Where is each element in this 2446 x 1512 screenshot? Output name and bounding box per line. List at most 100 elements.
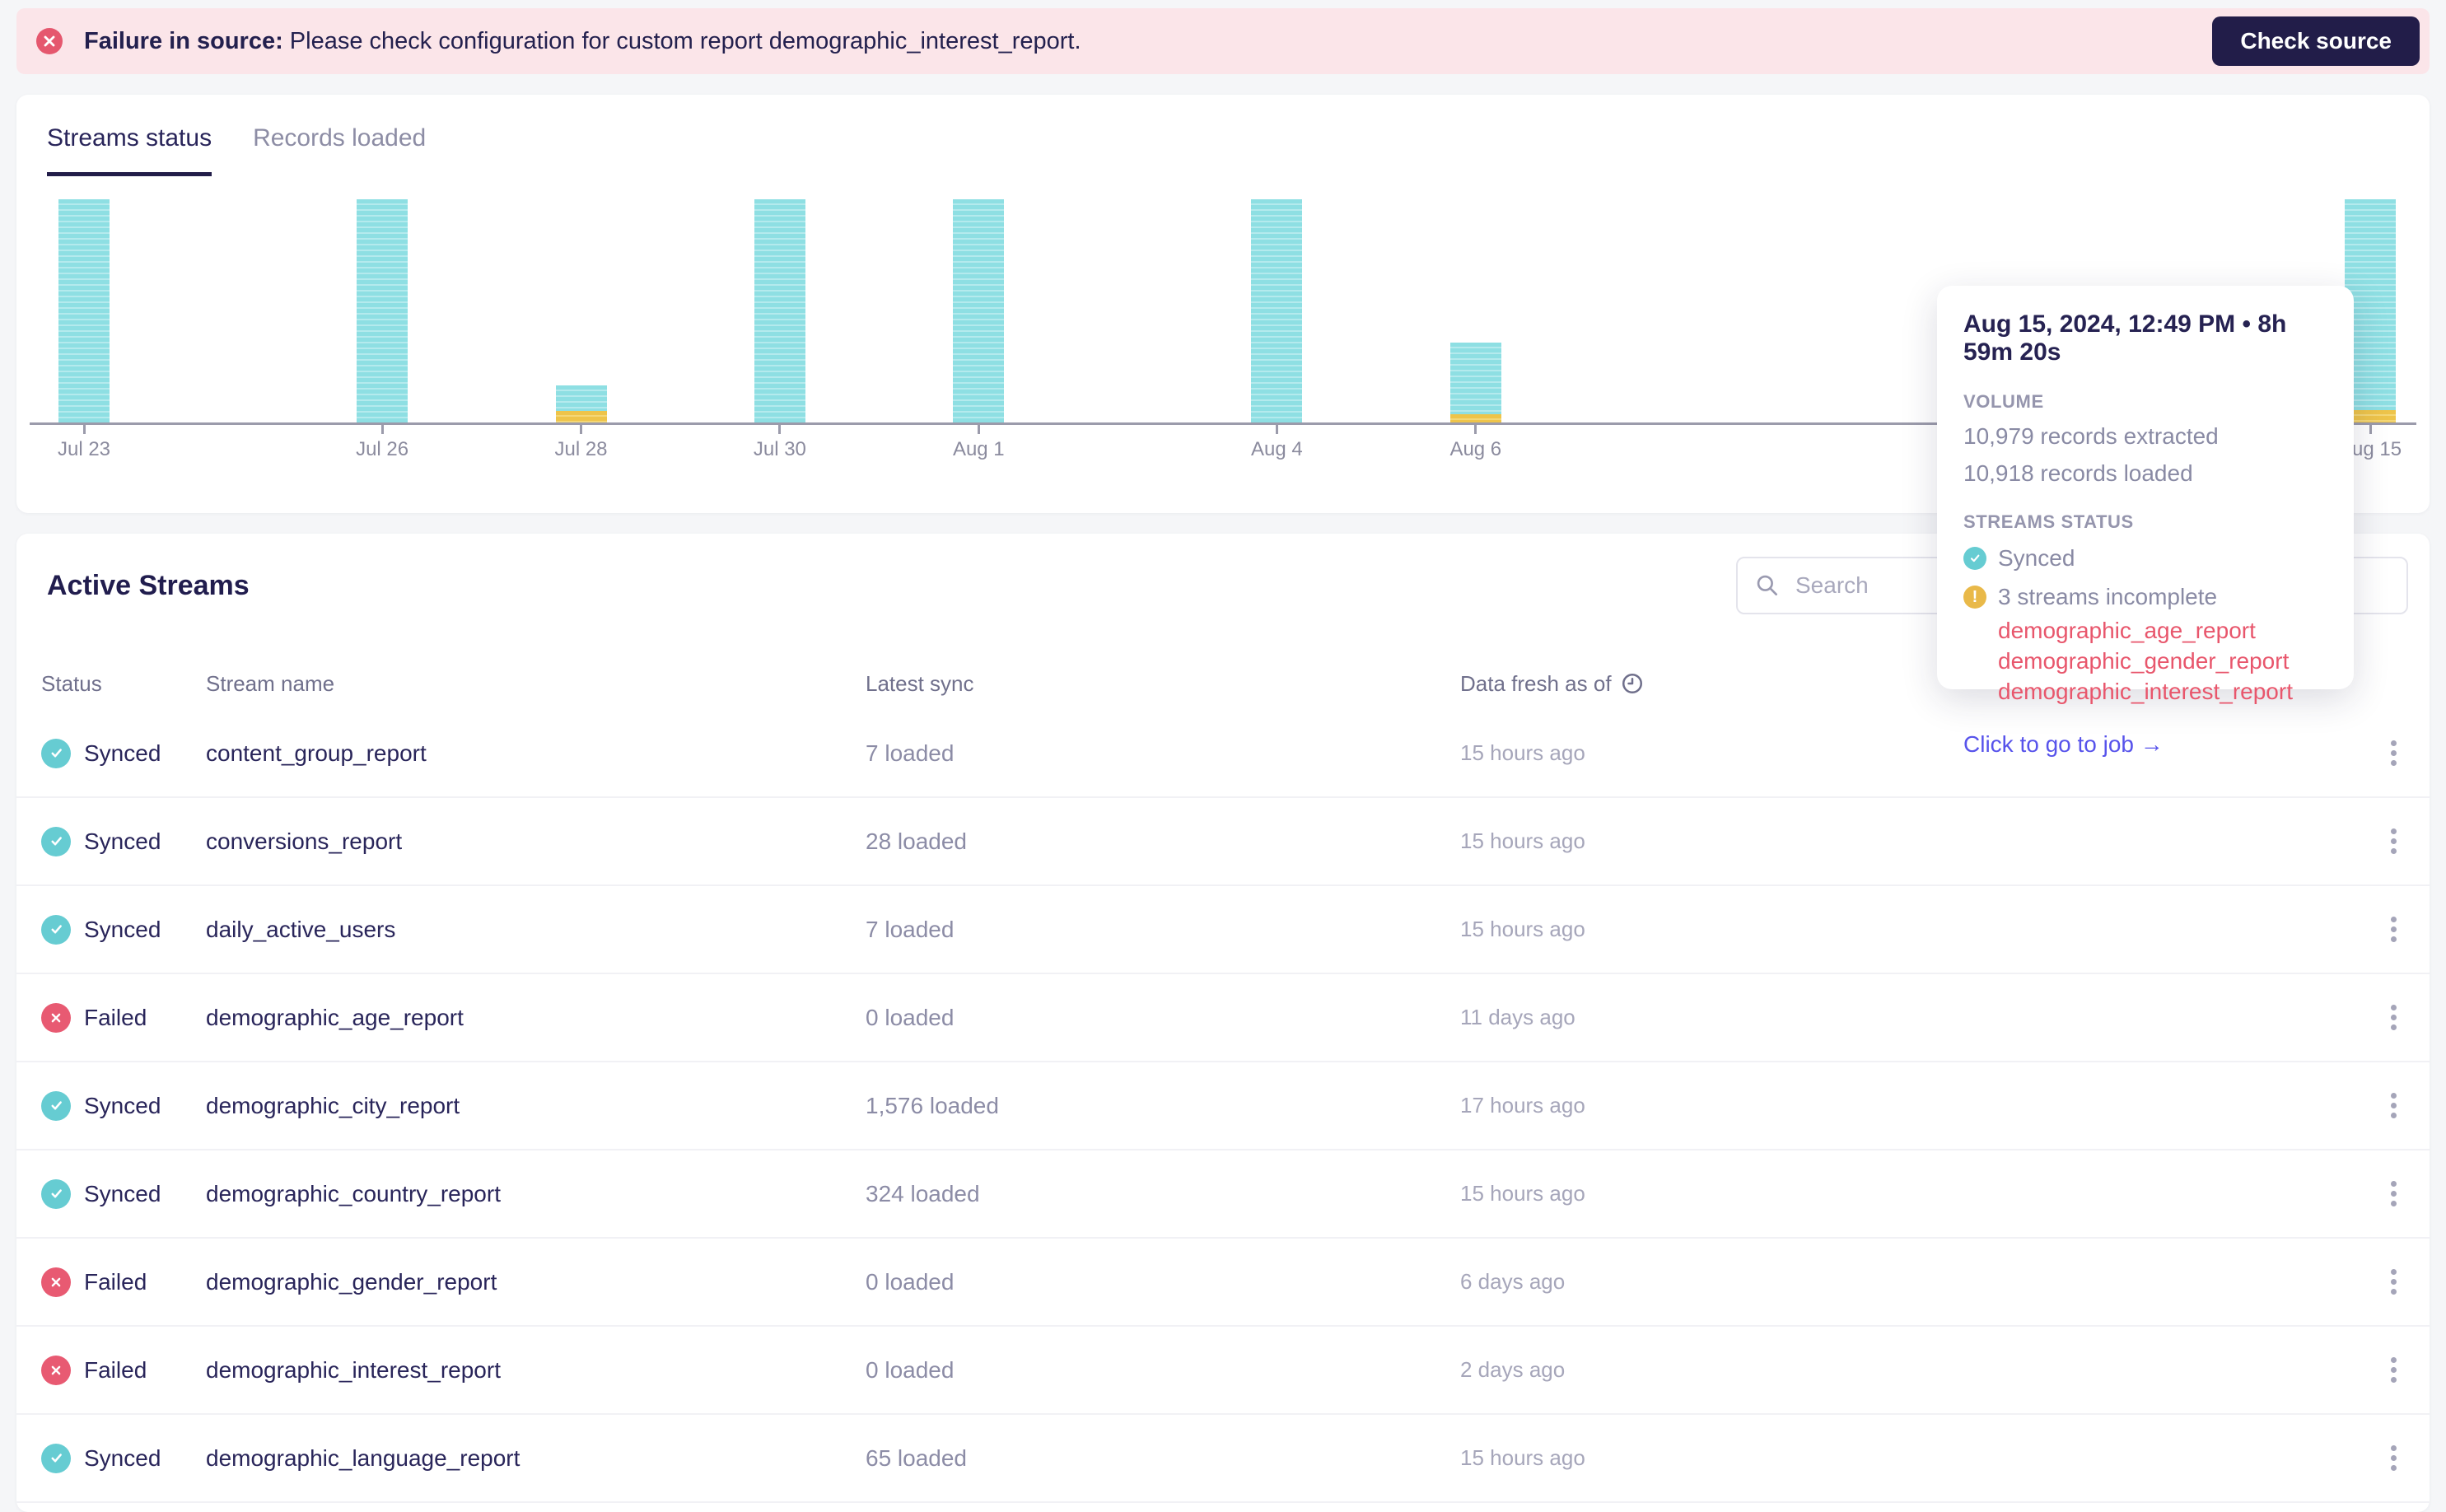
row-menu-button[interactable] [2383, 732, 2405, 774]
stream-name: demographic_language_report [206, 1444, 520, 1471]
latest-sync-value: 65 loaded [866, 1444, 968, 1471]
axis-label-jul-28: Jul 28 [554, 438, 608, 460]
status-label: Synced [84, 1180, 161, 1206]
bar-synced-segment [555, 385, 607, 411]
tooltip-incomplete-label: 3 streams incomplete [1998, 584, 2218, 609]
chart-bar-aug-4[interactable] [1251, 199, 1303, 422]
status-cell: Synced [41, 738, 206, 768]
row-menu-button[interactable] [2383, 1349, 2405, 1391]
failed-x-icon [41, 1002, 71, 1033]
latest-sync-value: 0 loaded [866, 1356, 955, 1383]
banner-message-bold: Failure in source: [84, 27, 283, 54]
row-menu-button[interactable] [2383, 820, 2405, 862]
stream-name: demographic_country_report [206, 1180, 501, 1206]
latest-sync-value: 324 loaded [866, 1180, 980, 1206]
row-menu-button[interactable] [2383, 1261, 2405, 1303]
data-fresh-value: 15 hours ago [1460, 1181, 1585, 1206]
chart-bar-jul-26[interactable] [357, 199, 408, 422]
row-menu-button[interactable] [2383, 1085, 2405, 1127]
table-row: Failed demographic_gender_report 0 loade… [16, 1239, 2430, 1327]
status-cell: Synced [41, 914, 206, 945]
status-cell: Synced [41, 826, 206, 856]
tooltip-volume-label: VOLUME [1963, 391, 2044, 412]
clock-icon [1620, 671, 1645, 696]
search-icon [1754, 572, 1781, 599]
latest-sync-value: 7 loaded [866, 740, 955, 766]
streams-table-body: Synced content_group_report 7 loaded 15 … [16, 710, 2430, 1503]
row-menu-button[interactable] [2383, 1173, 2405, 1215]
table-header: Status Stream name Latest sync Data fres… [16, 657, 2430, 710]
chart-bar-aug-1[interactable] [953, 199, 1005, 422]
latest-sync-value: 1,576 loaded [866, 1092, 999, 1118]
bar-synced-segment [754, 199, 805, 422]
tab-streams-status[interactable]: Streams status [47, 124, 212, 176]
column-status: Status [41, 670, 102, 696]
banner-message: Failure in source: Please check configur… [84, 28, 1081, 55]
error-banner: Failure in source: Please check configur… [16, 8, 2430, 74]
tooltip-synced-label: Synced [1998, 545, 2075, 571]
data-fresh-value: 17 hours ago [1460, 1093, 1585, 1118]
synced-check-icon [41, 826, 71, 856]
data-fresh-value: 15 hours ago [1460, 1445, 1585, 1470]
stream-name: daily_active_users [206, 916, 396, 942]
tooltip-streams-status-label: STREAMS STATUS [1963, 511, 2134, 532]
stream-name: demographic_interest_report [206, 1356, 501, 1383]
status-cell: Failed [41, 1267, 206, 1297]
status-label: Failed [84, 1004, 147, 1030]
incomplete-stream-link[interactable]: demographic_age_report [1998, 618, 2256, 643]
check-source-button[interactable]: Check source [2212, 16, 2420, 66]
axis-tick [1474, 425, 1477, 434]
failed-x-icon [41, 1267, 71, 1297]
table-row: Failed demographic_interest_report 0 loa… [16, 1327, 2430, 1415]
latest-sync-value: 0 loaded [866, 1268, 955, 1295]
table-row: Synced demographic_city_report 1,576 loa… [16, 1062, 2430, 1150]
row-menu-button[interactable] [2383, 908, 2405, 950]
row-menu-button[interactable] [2383, 1437, 2405, 1479]
status-label: Synced [84, 740, 161, 766]
bar-synced-segment [953, 199, 1005, 422]
tooltip-incomplete-row: ! 3 streams incomplete [1963, 584, 2327, 610]
table-row: Synced demographic_language_report 65 lo… [16, 1415, 2430, 1503]
go-to-job-link[interactable]: Click to go to job → [1963, 731, 2164, 757]
incomplete-stream-link[interactable]: demographic_interest_report [1998, 679, 2293, 704]
bar-warning-segment [555, 411, 607, 422]
synced-check-icon [41, 1178, 71, 1209]
chart-bar-aug-6[interactable] [1449, 343, 1501, 422]
axis-label-aug-4: Aug 4 [1251, 438, 1303, 460]
synced-check-icon [41, 914, 71, 945]
status-label: Failed [84, 1356, 147, 1383]
synced-check-icon [41, 738, 71, 768]
row-menu-button[interactable] [2383, 996, 2405, 1038]
tooltip-synced-row: Synced [1963, 545, 2327, 572]
status-cell: Synced [41, 1178, 206, 1209]
axis-label-jul-30: Jul 30 [753, 438, 806, 460]
chart-bar-jul-30[interactable] [754, 199, 805, 422]
status-cell: Failed [41, 1002, 206, 1033]
axis-tick [580, 425, 582, 434]
chart-bar-jul-28[interactable] [555, 385, 607, 422]
stream-name: content_group_report [206, 740, 427, 766]
incomplete-stream-link[interactable]: demographic_gender_report [1998, 648, 2290, 674]
table-row: Synced conversions_report 28 loaded 15 h… [16, 798, 2430, 886]
error-x-icon [36, 28, 63, 54]
data-fresh-value: 15 hours ago [1460, 828, 1585, 853]
table-row: Failed demographic_age_report 0 loaded 1… [16, 974, 2430, 1062]
synced-check-icon [41, 1443, 71, 1473]
bar-warning-segment [1449, 414, 1501, 422]
chart-tabs: Streams status Records loaded [47, 124, 426, 176]
latest-sync-value: 0 loaded [866, 1004, 955, 1030]
banner-message-rest: Please check configuration for custom re… [289, 27, 1081, 54]
active-streams-title: Active Streams [47, 570, 250, 601]
warning-exclamation-icon: ! [1963, 586, 1986, 609]
axis-label-jul-23: Jul 23 [57, 438, 111, 460]
chart-bar-jul-23[interactable] [58, 199, 110, 422]
status-label: Synced [84, 1444, 161, 1471]
sync-tooltip: Aug 15, 2024, 12:49 PM • 8h 59m 20s VOLU… [1937, 286, 2354, 757]
failed-x-icon [41, 1355, 71, 1385]
stream-name: demographic_gender_report [206, 1268, 497, 1295]
tooltip-title: Aug 15, 2024, 12:49 PM • 8h 59m 20s [1963, 310, 2287, 366]
status-cell: Failed [41, 1355, 206, 1385]
sync-history-chart[interactable] [16, 199, 2430, 422]
tab-records-loaded[interactable]: Records loaded [253, 124, 427, 152]
column-data-fresh-label: Data fresh as of [1460, 670, 1612, 696]
